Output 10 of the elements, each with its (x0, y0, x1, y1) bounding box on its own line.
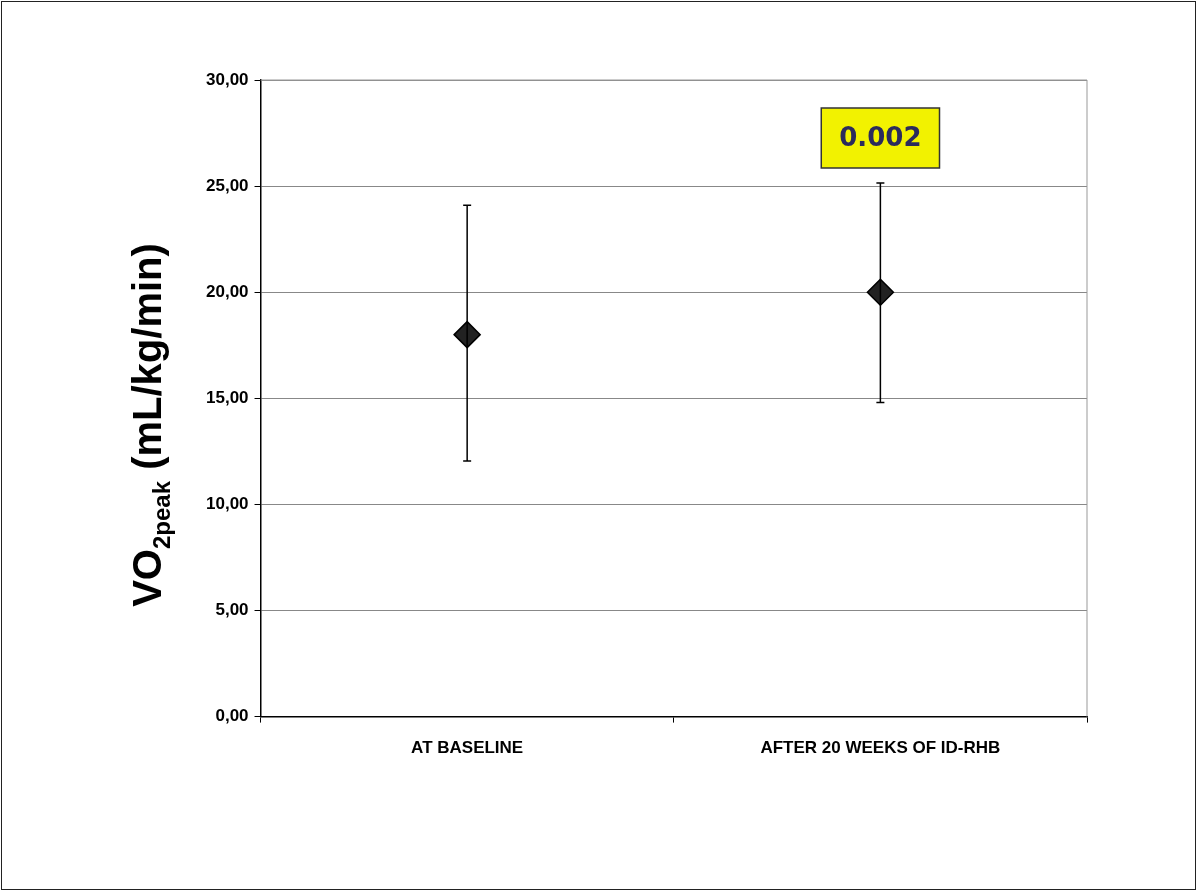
y-tick-label: 15,00 (205, 387, 249, 407)
y-tick-label: 10,00 (205, 494, 249, 514)
y-tick-label: 30,00 (205, 69, 249, 89)
y-tick-label: 20,00 (205, 281, 249, 301)
y-tick-label: 5,00 (215, 600, 249, 620)
x-tick-label: AFTER 20 WEEKS OF ID-RHB (760, 738, 1001, 758)
y-tick-label: 0,00 (215, 706, 249, 726)
annotation: 0.002 (839, 121, 922, 152)
x-tick-label: AT BASELINE (411, 738, 524, 758)
y-tick-label: 25,00 (205, 175, 249, 195)
